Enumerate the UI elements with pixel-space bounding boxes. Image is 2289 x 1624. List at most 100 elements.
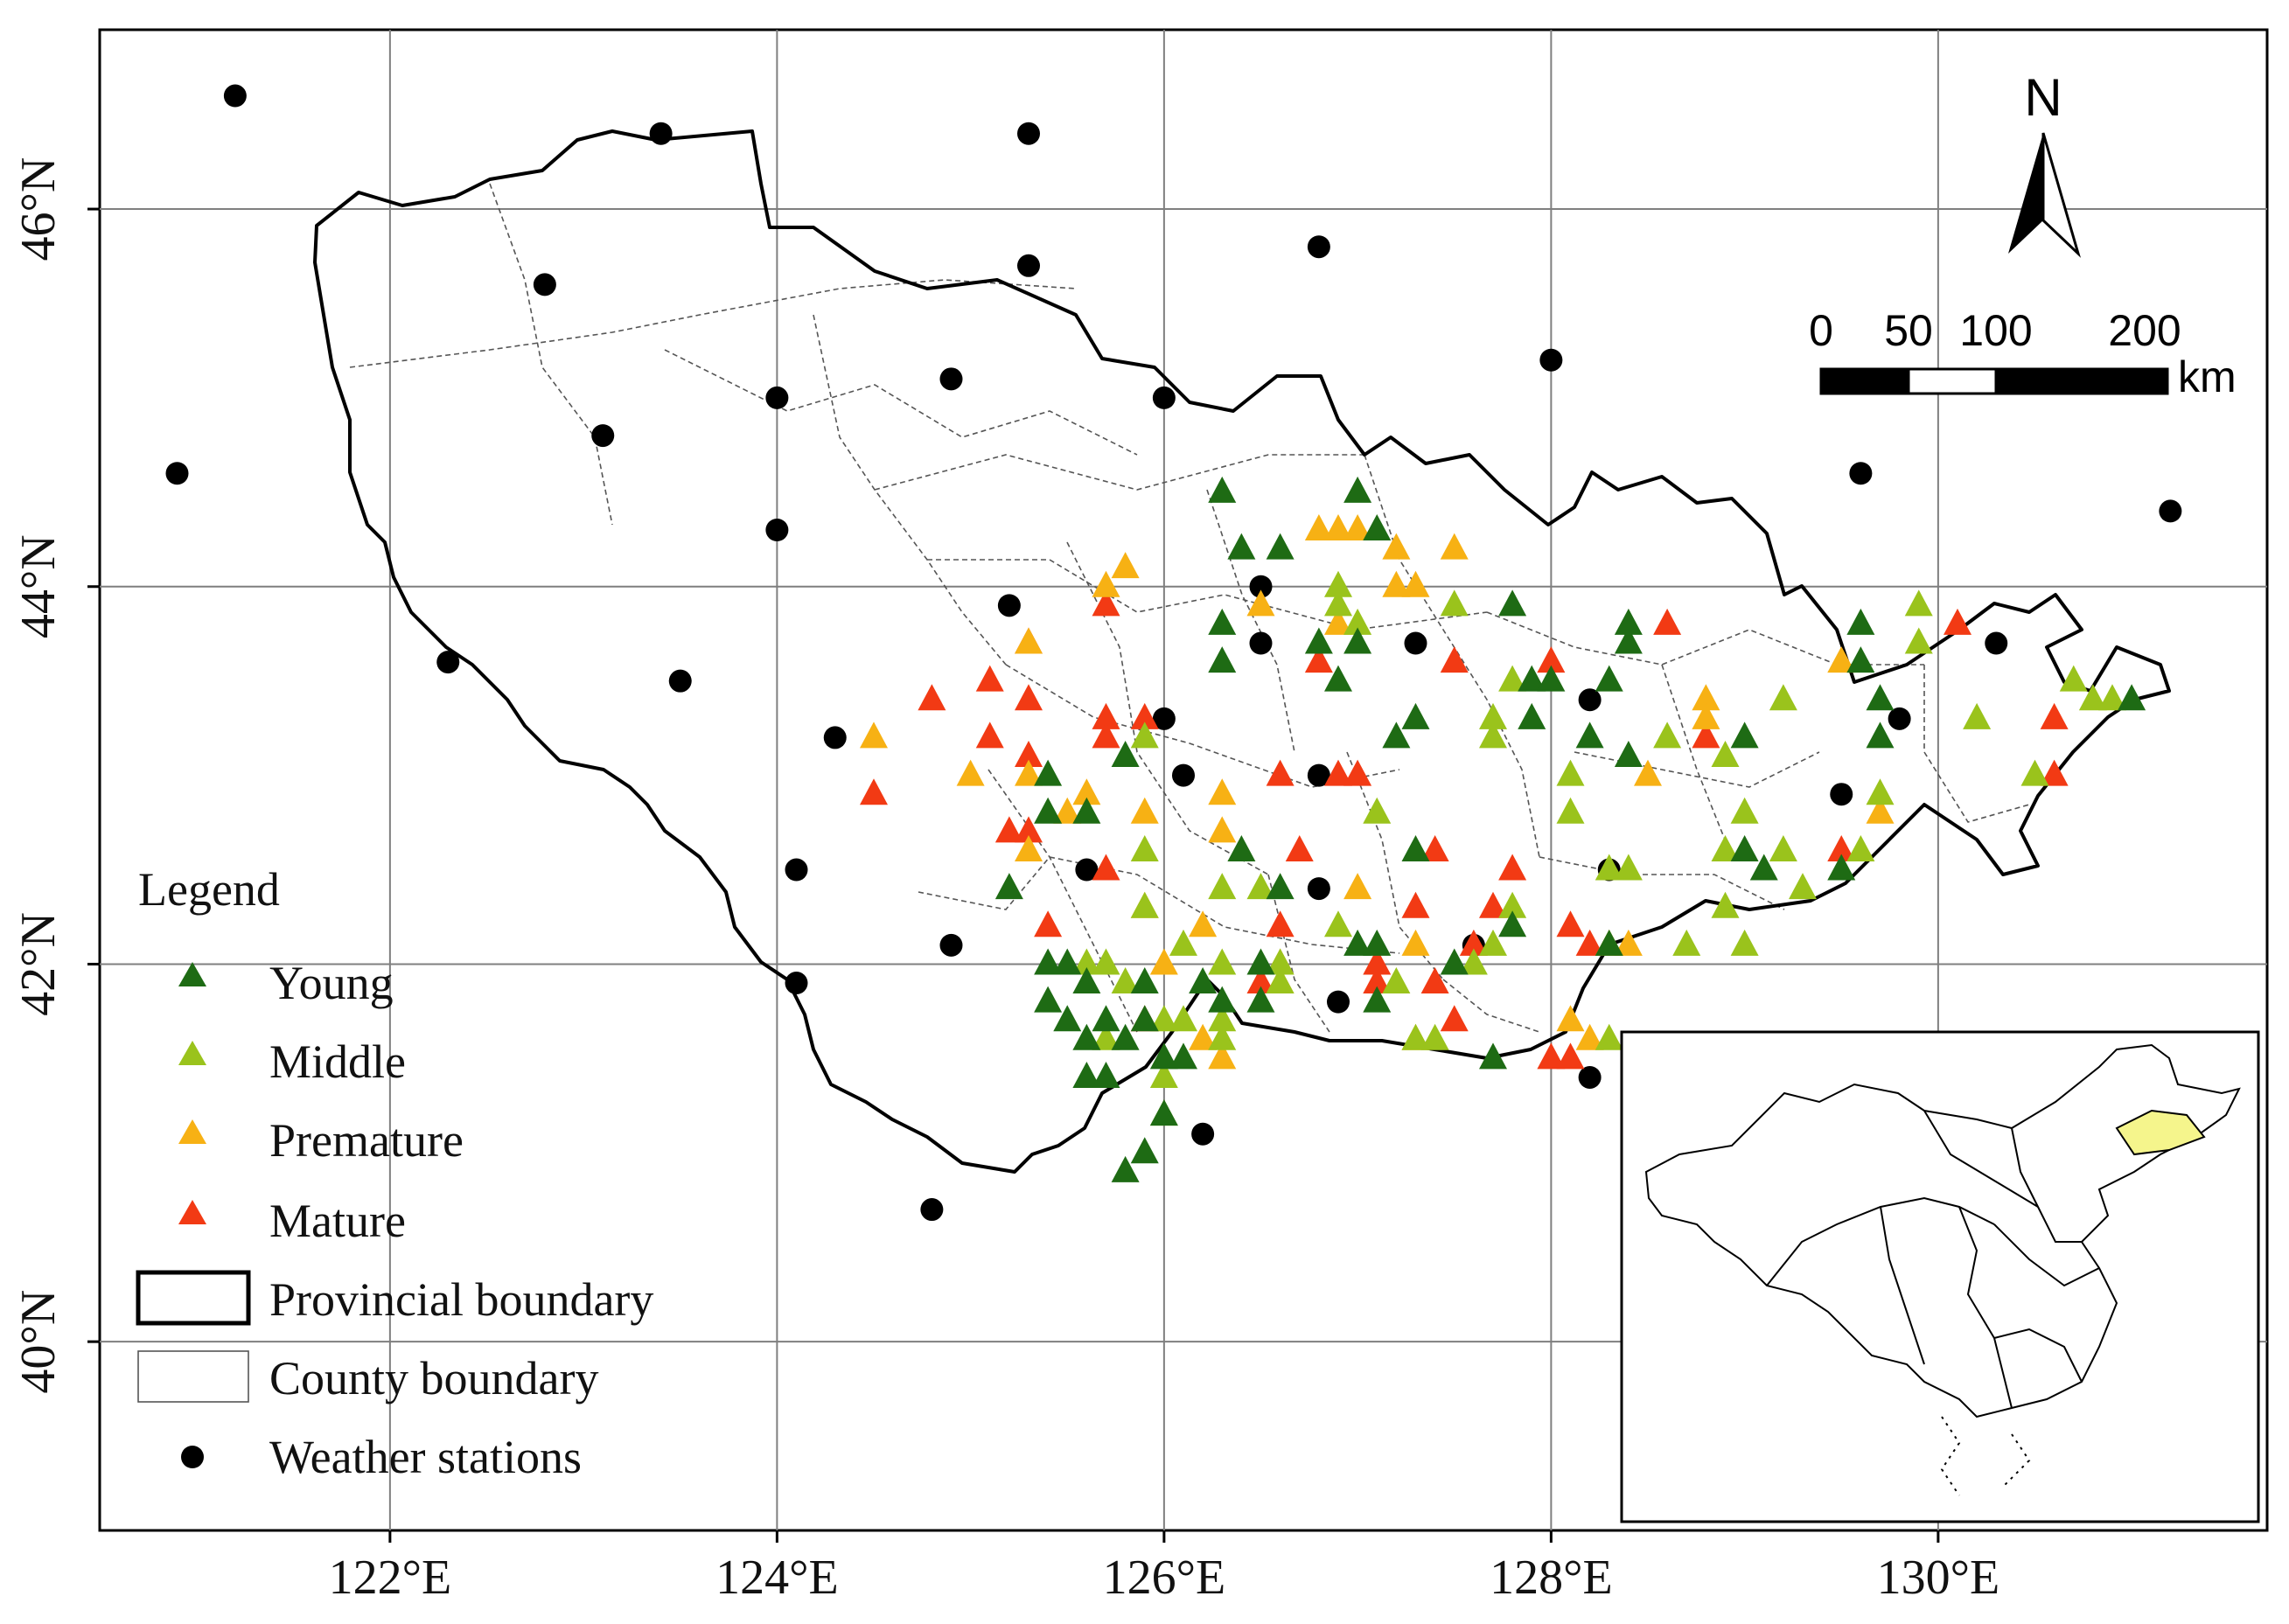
inset-map — [1620, 1030, 2260, 1523]
young-stand-point — [1343, 929, 1372, 956]
weather-station-point — [668, 669, 692, 693]
legend-provincial-icon — [136, 1270, 251, 1326]
young-stand-point — [1111, 1155, 1140, 1182]
premature-stand-point — [1556, 1005, 1585, 1032]
weather-station-point — [1249, 575, 1273, 598]
premature-stand-point — [1401, 929, 1430, 956]
mature-stand-point — [1034, 910, 1063, 937]
north-arrow-icon — [2008, 132, 2081, 258]
inset-frame — [1620, 1030, 2260, 1523]
mature-stand-point — [994, 816, 1023, 843]
mature-stand-point — [1556, 1042, 1585, 1070]
middle-stand-point — [1479, 929, 1507, 956]
premature-stand-point — [1111, 552, 1140, 579]
weather-station-point — [1172, 763, 1195, 787]
north-arrow: N — [2008, 68, 2081, 258]
young-stand-point — [1382, 721, 1411, 749]
mature-stand-point — [1304, 646, 1333, 673]
weather-station-point — [1888, 707, 1911, 730]
legend-title: Legend — [138, 863, 280, 916]
premature-stand-point — [1692, 702, 1720, 729]
young-stand-point — [1072, 967, 1101, 994]
young-stand-point — [1208, 608, 1237, 635]
y-tick-label: 40°N — [11, 1290, 66, 1394]
middle-stand-point — [1072, 948, 1101, 975]
middle-stand-point — [1382, 967, 1411, 994]
weather-station-point — [2159, 499, 2182, 523]
premature-stand-point — [1208, 1042, 1237, 1070]
weather-station-point — [223, 84, 247, 108]
legend-young-icon — [178, 962, 206, 986]
mature-stand-point — [1015, 741, 1043, 768]
young-stand-point — [1208, 476, 1237, 503]
weather-station-point — [1152, 707, 1176, 730]
middle-stand-point — [1266, 948, 1295, 975]
mature-stand-point — [1130, 702, 1159, 729]
young-stand-point — [1111, 1023, 1140, 1050]
middle-stand-point — [1653, 721, 1682, 749]
young-stand-point — [1246, 986, 1275, 1013]
young-stand-point — [1092, 1005, 1120, 1032]
middle-stand-point — [1769, 684, 1797, 711]
legend-middle-icon — [178, 1041, 206, 1065]
mature-stand-point — [1363, 948, 1392, 975]
mature-stand-point — [1363, 967, 1392, 994]
weather-station-point — [785, 858, 808, 882]
mature-stand-point — [2040, 759, 2069, 786]
mature-stand-point — [1092, 854, 1120, 881]
scale-label: 200 — [2108, 306, 2181, 355]
legend-county-label: County boundary — [269, 1352, 598, 1404]
middle-stand-point — [1711, 741, 1740, 768]
scale-segment — [1819, 367, 1910, 395]
weather-station-point — [165, 462, 189, 485]
middle-stand-point — [1730, 797, 1759, 824]
mature-stand-point — [1092, 589, 1120, 617]
young-stand-point — [1614, 741, 1643, 768]
middle-stand-point — [1614, 854, 1643, 881]
scale-label: 50 — [1884, 306, 1933, 355]
young-stand-point — [1227, 533, 1256, 560]
middle-stand-point — [1092, 1023, 1120, 1050]
middle-stand-point — [1595, 1023, 1623, 1050]
weather-station-point — [1578, 1065, 1602, 1089]
weather-station-point — [1578, 688, 1602, 712]
young-stand-point — [1130, 1005, 1159, 1032]
mature-stand-point — [1537, 646, 1566, 673]
legend-weather-icon — [181, 1446, 204, 1468]
middle-stand-point — [1208, 1023, 1237, 1050]
young-stand-point — [1614, 627, 1643, 654]
mature-stand-point — [1324, 759, 1352, 786]
young-stand-point — [1034, 797, 1063, 824]
middle-stand-point — [1846, 834, 1875, 861]
mature-stand-point — [1420, 967, 1449, 994]
young-stand-point — [1130, 1137, 1159, 1164]
young-stand-point — [1518, 702, 1546, 729]
middle-stand-point — [1169, 929, 1197, 956]
young-stand-point — [1092, 1061, 1120, 1088]
middle-stand-point — [1789, 873, 1817, 900]
premature-stand-point — [1634, 759, 1662, 786]
young-stand-point — [1266, 873, 1295, 900]
young-stand-point — [1363, 929, 1392, 956]
premature-stand-point — [860, 721, 888, 749]
x-tick-label: 130°E — [1877, 1551, 2000, 1605]
young-stand-point — [1053, 948, 1082, 975]
middle-stand-point — [1208, 948, 1237, 975]
scale-segment — [1994, 367, 2169, 395]
premature-stand-point — [1189, 910, 1218, 937]
mature-stand-point — [1556, 910, 1585, 937]
young-stand-point — [1401, 834, 1430, 861]
legend: Legend Young Middle Premature Mature Pro… — [136, 863, 653, 1483]
mature-stand-point — [1285, 834, 1314, 861]
provincial-boundary — [313, 129, 2171, 1174]
legend-weather-label: Weather stations — [269, 1431, 582, 1483]
young-stand-point — [1846, 646, 1875, 673]
middle-stand-point — [1343, 608, 1372, 635]
young-stand-point — [1498, 589, 1527, 617]
premature-stand-point — [1015, 834, 1043, 861]
young-stand-point — [1130, 967, 1159, 994]
young-stand-point — [1072, 1023, 1101, 1050]
young-stand-point — [2118, 684, 2146, 711]
young-stand-point — [1846, 608, 1875, 635]
premature-stand-point — [1343, 514, 1372, 540]
